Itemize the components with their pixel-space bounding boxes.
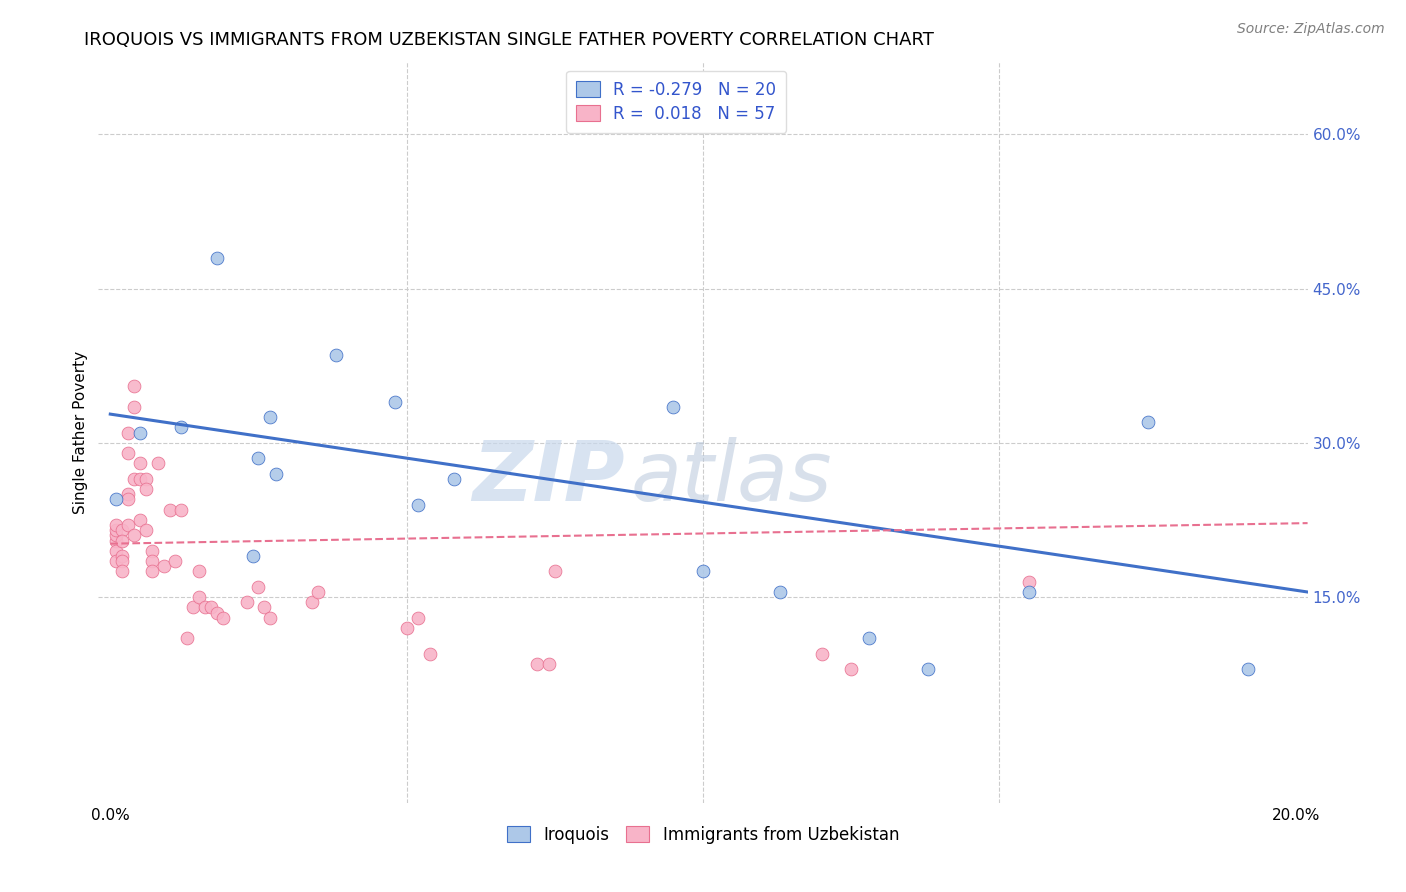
Point [129, 472, 152, 486]
Point [111, 549, 134, 563]
Point [242, 549, 264, 563]
Legend: Iroquois, Immigrants from Uzbekistan: Iroquois, Immigrants from Uzbekistan [496, 815, 910, 854]
Point [194, 600, 217, 615]
Point [544, 565, 567, 579]
Point [146, 457, 169, 471]
Point [122, 472, 145, 486]
Point [235, 595, 257, 609]
Point [259, 611, 281, 625]
Point [247, 451, 270, 466]
Point [810, 647, 832, 661]
Point [170, 420, 193, 434]
Point [122, 528, 145, 542]
Point [301, 595, 323, 609]
Point [135, 482, 157, 496]
Point [395, 621, 418, 635]
Point [259, 410, 281, 425]
Point [839, 662, 862, 676]
Point [408, 611, 430, 625]
Point [117, 446, 139, 460]
Point [105, 554, 128, 568]
Point [662, 400, 685, 414]
Point [181, 600, 204, 615]
Point [200, 600, 222, 615]
Point [188, 590, 211, 604]
Point [111, 565, 134, 579]
Point [141, 554, 163, 568]
Point [188, 565, 211, 579]
Point [129, 425, 152, 440]
Text: IROQUOIS VS IMMIGRANTS FROM UZBEKISTAN SINGLE FATHER POVERTY CORRELATION CHART: IROQUOIS VS IMMIGRANTS FROM UZBEKISTAN S… [84, 31, 934, 49]
Point [443, 472, 465, 486]
Point [307, 585, 329, 599]
Point [105, 518, 128, 533]
Point [1018, 585, 1040, 599]
Point [384, 394, 406, 409]
Text: atlas: atlas [630, 436, 832, 517]
Y-axis label: Single Father Poverty: Single Father Poverty [73, 351, 89, 514]
Point [212, 611, 235, 625]
Point [253, 600, 276, 615]
Point [205, 251, 228, 265]
Point [122, 379, 145, 393]
Point [141, 565, 163, 579]
Point [105, 524, 128, 538]
Point [858, 632, 880, 646]
Point [1136, 415, 1159, 429]
Point [264, 467, 287, 481]
Point [117, 487, 139, 501]
Point [159, 502, 181, 516]
Point [129, 457, 152, 471]
Point [152, 559, 174, 574]
Point [205, 606, 228, 620]
Point [692, 565, 714, 579]
Point [170, 502, 193, 516]
Text: Source: ZipAtlas.com: Source: ZipAtlas.com [1237, 22, 1385, 37]
Point [111, 533, 134, 548]
Point [769, 585, 792, 599]
Point [111, 554, 134, 568]
Point [1018, 574, 1040, 589]
Point [122, 400, 145, 414]
Point [105, 528, 128, 542]
Point [117, 492, 139, 507]
Point [111, 524, 134, 538]
Point [117, 518, 139, 533]
Point [141, 544, 163, 558]
Text: ZIP: ZIP [472, 436, 624, 517]
Point [1237, 662, 1260, 676]
Point [537, 657, 560, 671]
Point [176, 632, 198, 646]
Point [105, 492, 128, 507]
Point [917, 662, 939, 676]
Point [247, 580, 270, 594]
Point [117, 425, 139, 440]
Point [129, 513, 152, 527]
Point [135, 472, 157, 486]
Point [135, 524, 157, 538]
Point [325, 349, 347, 363]
Point [526, 657, 548, 671]
Point [419, 647, 441, 661]
Point [105, 533, 128, 548]
Point [165, 554, 187, 568]
Point [105, 544, 128, 558]
Point [408, 498, 430, 512]
